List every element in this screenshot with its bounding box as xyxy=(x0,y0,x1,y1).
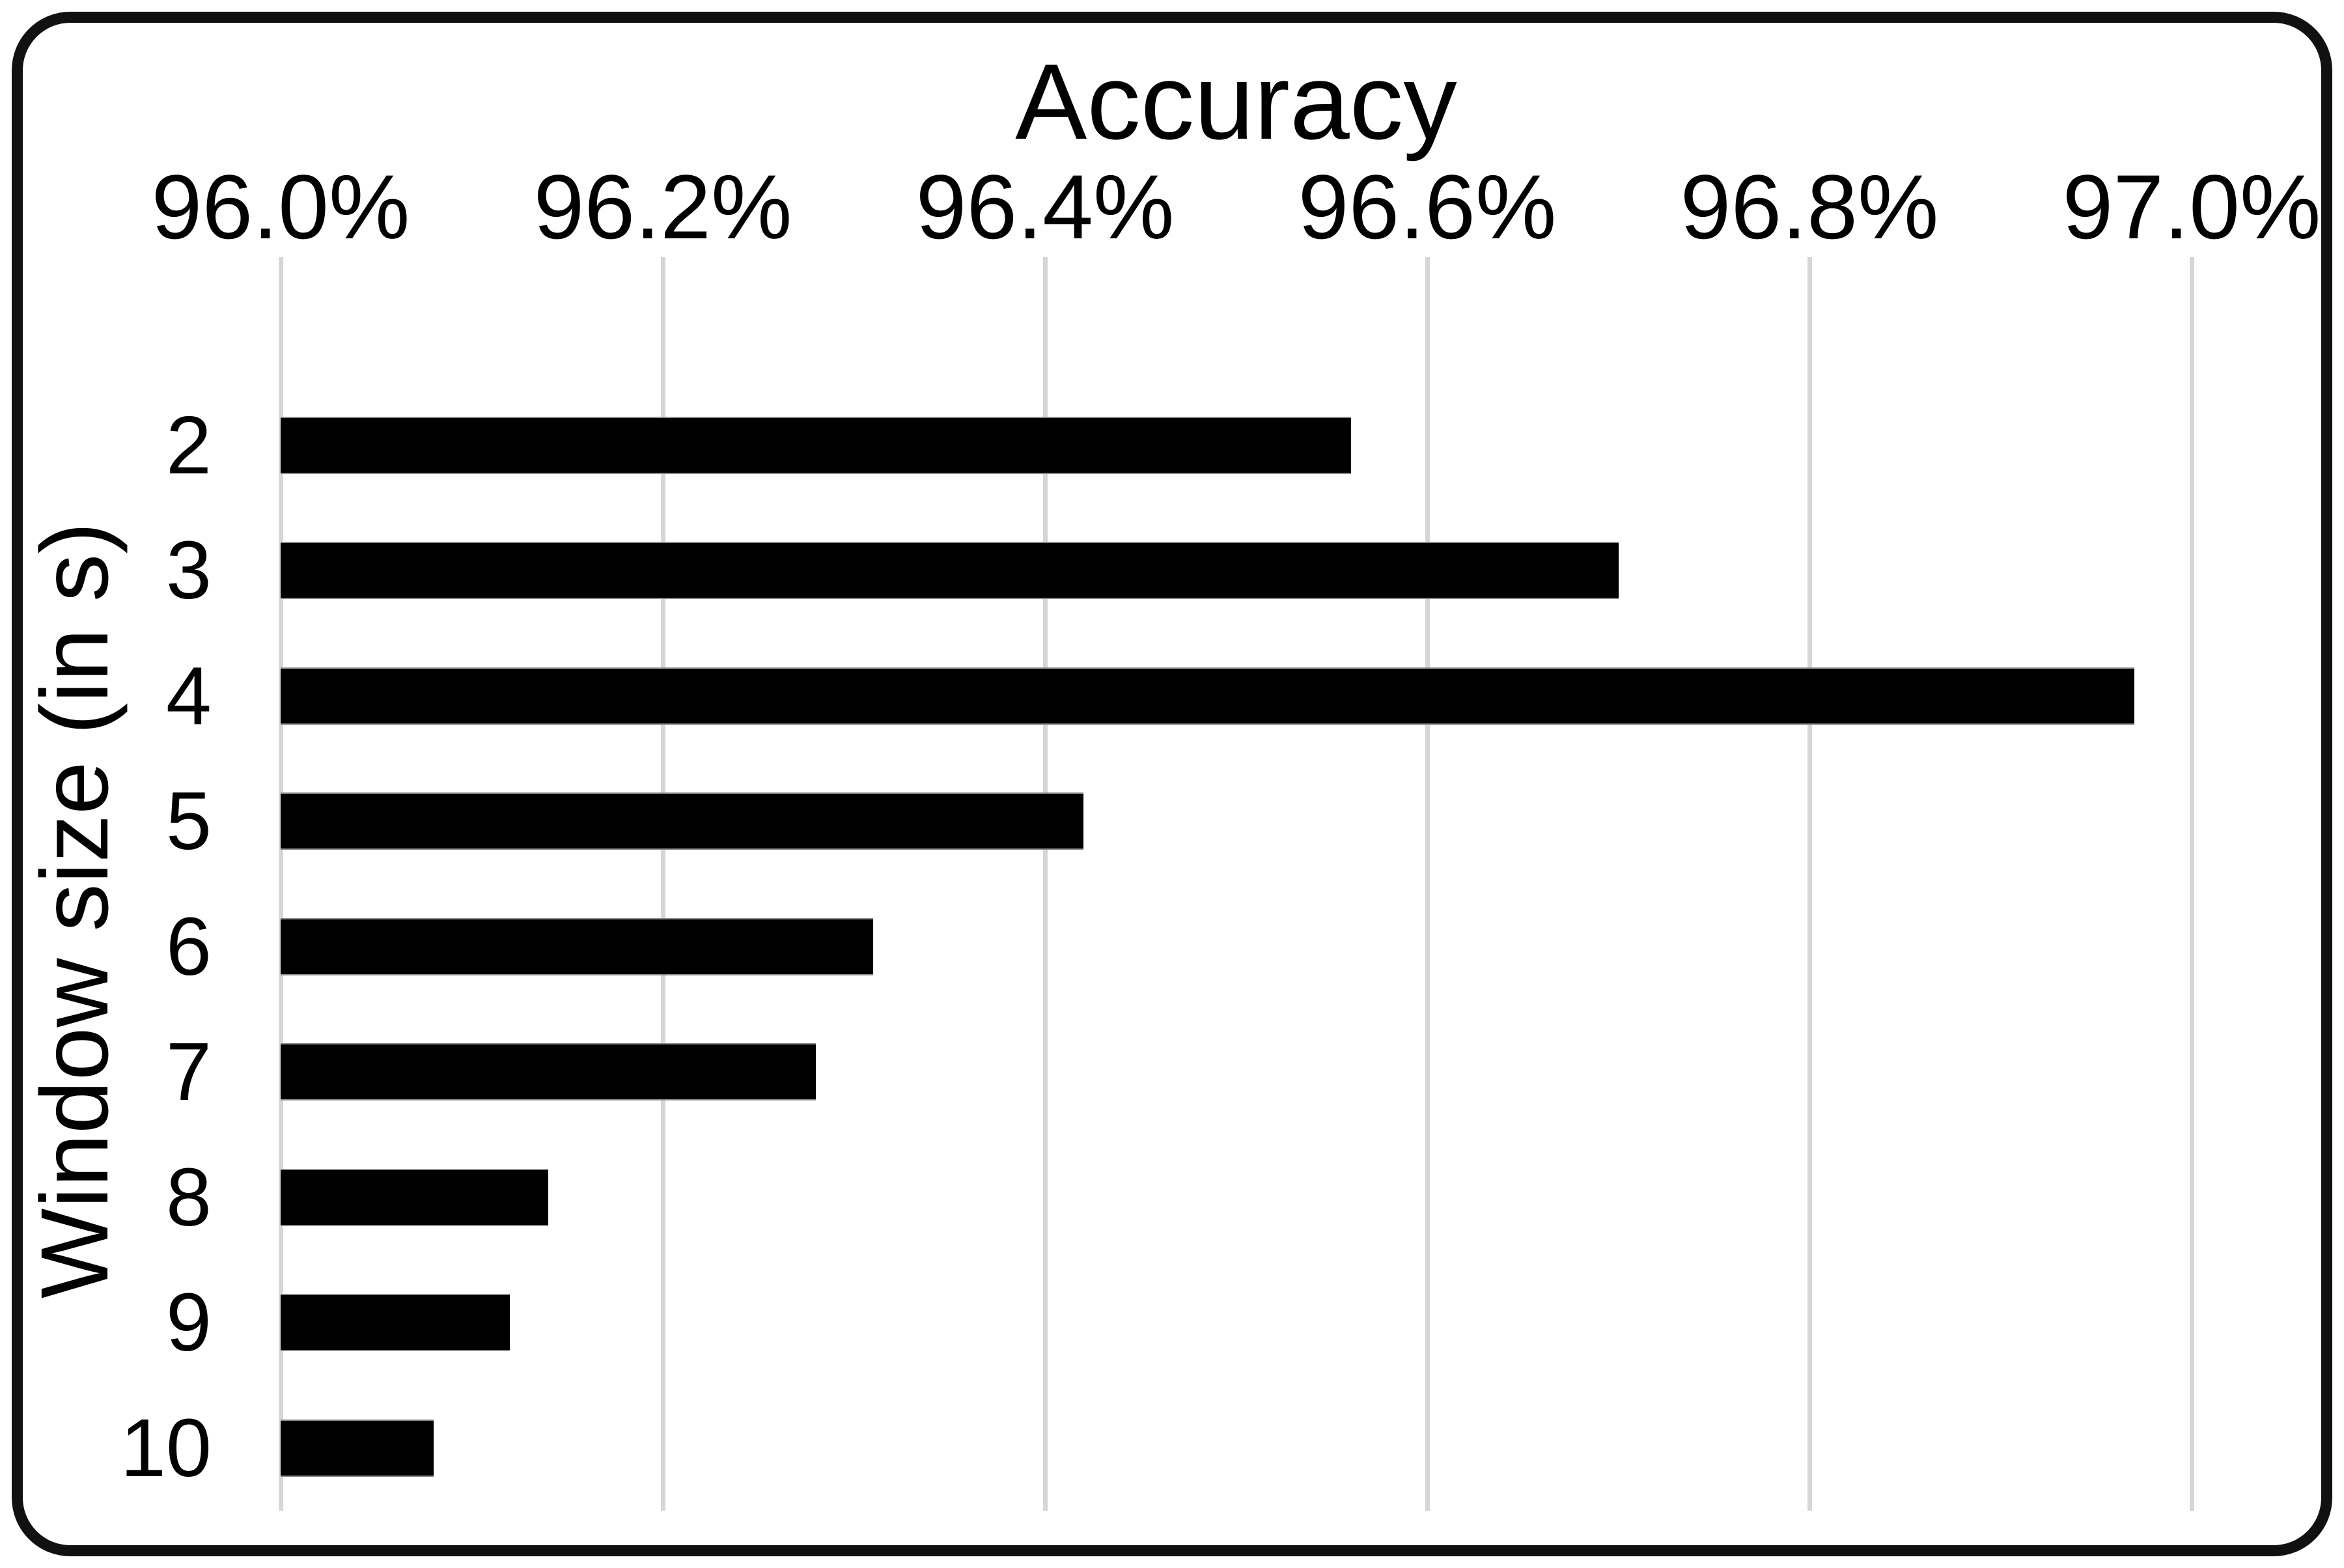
x-tick-label-960: 96.0% xyxy=(151,156,410,258)
x-tick-label-970: 97.0% xyxy=(2062,156,2321,258)
x-axis-tick-labels: 96.0% 96.2% 96.4% 96.6% 96.8% 97.0% xyxy=(152,156,2321,259)
gridline-968 xyxy=(1807,257,1812,1511)
gridline-966 xyxy=(1425,257,1430,1511)
bar-window-4 xyxy=(281,668,2134,723)
chart-title: Accuracy xyxy=(1015,42,1457,161)
bar-window-7 xyxy=(281,1044,816,1100)
bar-window-2 xyxy=(281,417,1351,473)
category-label-9: 9 xyxy=(165,1276,212,1368)
gridline-964 xyxy=(1043,257,1048,1511)
chart-frame xyxy=(12,12,2332,1556)
gridline-960 xyxy=(279,257,283,1511)
category-label-3: 3 xyxy=(165,524,212,616)
category-label-10: 10 xyxy=(120,1402,212,1494)
gridline-970 xyxy=(2190,257,2194,1511)
bar-window-8 xyxy=(281,1169,548,1225)
x-tick-label-962: 96.2% xyxy=(533,156,792,258)
category-label-7: 7 xyxy=(165,1026,212,1117)
x-tick-label-968: 96.8% xyxy=(1680,156,1939,258)
category-label-4: 4 xyxy=(165,650,212,742)
category-label-8: 8 xyxy=(165,1151,212,1243)
x-tick-label-964: 96.4% xyxy=(915,156,1175,258)
x-tick-label-966: 96.6% xyxy=(1298,156,1557,258)
category-label-6: 6 xyxy=(165,901,212,992)
bar-window-10 xyxy=(281,1420,434,1476)
bar-window-9 xyxy=(281,1295,510,1351)
gridline-962 xyxy=(661,257,665,1511)
category-label-5: 5 xyxy=(165,775,212,867)
bar-window-3 xyxy=(281,543,1619,598)
bar-window-6 xyxy=(281,919,873,974)
bar-window-5 xyxy=(281,794,1083,849)
plot-area xyxy=(279,257,2286,1511)
category-label-2: 2 xyxy=(165,399,212,491)
